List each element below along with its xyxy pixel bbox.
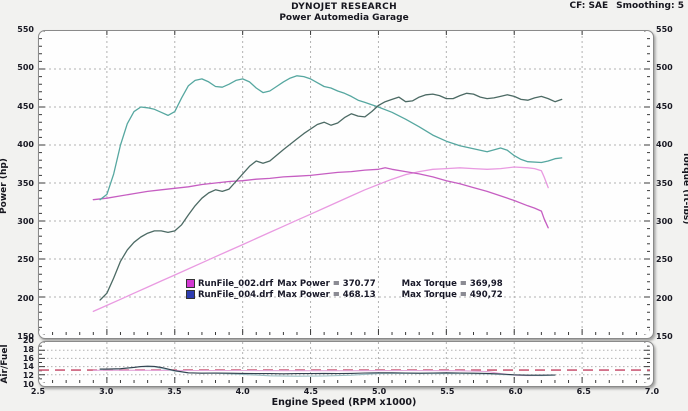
rpm-tick-2.5: 2.5 bbox=[30, 387, 46, 396]
power-tick-200: 200 bbox=[17, 293, 34, 303]
curve-power-002 bbox=[92, 166, 549, 313]
power-tick-500: 500 bbox=[17, 63, 34, 73]
air-fuel-chart-panel bbox=[38, 341, 654, 387]
correction-settings: CF: SAE Smoothing: 5 bbox=[562, 1, 684, 11]
curve-torque-002 bbox=[92, 167, 549, 229]
rpm-tick-6.5: 6.5 bbox=[576, 387, 591, 396]
power-tick-350: 350 bbox=[17, 178, 34, 188]
rpm-tick-3.5: 3.5 bbox=[167, 387, 182, 396]
af-tick-10: 10 bbox=[22, 380, 34, 389]
torque-tick-300: 300 bbox=[656, 216, 673, 226]
engine-speed-axis-label: Engine Speed (RPM x1000) bbox=[271, 397, 417, 408]
air-fuel-axis-label: Air/Fuel bbox=[0, 344, 10, 384]
page-title: DYNOJET RESEARCH bbox=[291, 2, 397, 12]
af-tick-14: 14 bbox=[22, 362, 34, 372]
torque-tick-150: 150 bbox=[656, 332, 673, 341]
torque-tick-400: 400 bbox=[656, 140, 673, 150]
rpm-tick-4.0: 4.0 bbox=[235, 387, 250, 396]
rpm-tick-6.0: 6.0 bbox=[508, 387, 523, 396]
curve-af-004-alt bbox=[99, 366, 556, 377]
page-subtitle: Power Automedia Garage bbox=[279, 13, 409, 23]
power-tick-150: 150 bbox=[17, 332, 34, 341]
torque-tick-450: 450 bbox=[656, 101, 673, 111]
run-002-max-power: Max Power = 370.77 bbox=[277, 278, 376, 289]
torque-tick-350: 350 bbox=[656, 178, 673, 188]
power-tick-250: 250 bbox=[17, 255, 34, 265]
af-tick-20: 20 bbox=[22, 336, 34, 345]
run-004-max-power: Max Power = 468.13 bbox=[277, 289, 376, 300]
torque-tick-500: 500 bbox=[656, 63, 673, 73]
power-tick-450: 450 bbox=[17, 101, 34, 111]
power-tick-400: 400 bbox=[17, 140, 34, 150]
power-torque-plot bbox=[39, 31, 650, 335]
power-axis-label: Power (hp) bbox=[0, 158, 9, 214]
run-002-swatch-icon bbox=[186, 279, 195, 288]
torque-tick-250: 250 bbox=[656, 255, 673, 265]
legend-row-run-002: RunFile_002.drf Max Power = 370.77 Max T… bbox=[186, 278, 503, 289]
rpm-tick-5.5: 5.5 bbox=[440, 387, 455, 396]
correction-factor-value: CF: SAE bbox=[569, 1, 609, 11]
power-tick-300: 300 bbox=[17, 216, 34, 226]
af-tick-18: 18 bbox=[22, 344, 34, 354]
air-fuel-plot bbox=[39, 342, 650, 383]
legend-row-run-004: RunFile_004.drf Max Power = 468.13 Max T… bbox=[186, 289, 503, 300]
af-tick-12: 12 bbox=[22, 371, 34, 381]
curve-af-004 bbox=[99, 365, 556, 376]
af-tick-16: 16 bbox=[22, 353, 34, 363]
torque-tick-200: 200 bbox=[656, 293, 673, 303]
torque-axis-label: Torque (ft-lbs) bbox=[681, 151, 688, 225]
power-torque-chart-panel bbox=[38, 30, 654, 339]
rpm-tick-4.5: 4.5 bbox=[303, 387, 318, 396]
smoothing-value: Smoothing: 5 bbox=[616, 1, 684, 11]
run-002-file: RunFile_002.drf bbox=[198, 278, 274, 289]
curve-power-004 bbox=[99, 92, 563, 301]
run-004-swatch-icon bbox=[186, 290, 195, 299]
run-002-max-torque: Max Torque = 369,98 bbox=[401, 278, 503, 289]
rpm-tick-3.0: 3.0 bbox=[99, 387, 114, 396]
rpm-tick-5.0: 5.0 bbox=[372, 387, 387, 396]
torque-tick-550: 550 bbox=[656, 25, 673, 34]
rpm-tick-7.0: 7.0 bbox=[644, 387, 660, 396]
run-legend: RunFile_002.drf Max Power = 370.77 Max T… bbox=[186, 278, 503, 300]
curve-torque-004 bbox=[99, 75, 563, 201]
power-tick-550: 550 bbox=[17, 25, 34, 34]
chart-header: DYNOJET RESEARCH Power Automedia Garage bbox=[0, 2, 688, 24]
run-004-max-torque: Max Torque = 490,72 bbox=[401, 289, 503, 300]
run-004-file: RunFile_004.drf bbox=[198, 289, 274, 300]
